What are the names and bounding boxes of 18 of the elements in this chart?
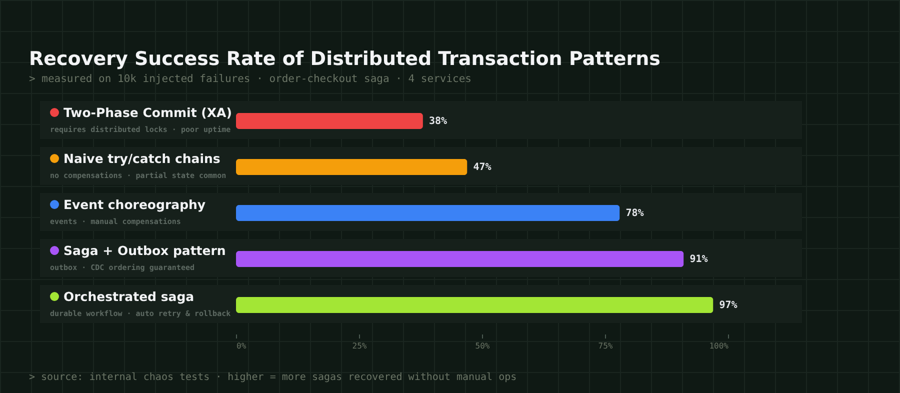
x-tick-label: 25% (352, 342, 367, 350)
data-label: 78% (626, 208, 644, 219)
x-tick-label: 50% (475, 342, 490, 350)
data-label: 97% (719, 300, 738, 311)
y-tick-label: Naive try/catch chains (64, 151, 220, 166)
y-tick-label: Orchestrated saga (64, 289, 194, 304)
chart-subtitle: > measured on 10k injected failures · order-checkout saga · 4 services (29, 73, 472, 85)
chart-title: Recovery Success Rate of Distributed Transaction Patterns (29, 48, 660, 70)
y-tick-label: Event choreography (64, 197, 206, 212)
x-tick-label: 0% (236, 342, 246, 350)
data-label: 47% (473, 162, 492, 173)
y-tick-label: Saga + Outbox pattern (64, 243, 226, 258)
data-label: 38% (428, 116, 448, 127)
x-tick-label: 100% (709, 342, 729, 350)
y-tick-label: Two-Phase Commit (XA) (64, 105, 232, 120)
text: > source: internal chaos tests · higher = more sagas recovered without manual ops (29, 372, 517, 383)
x-tick-label: 75% (598, 342, 613, 350)
data-label: 91% (690, 254, 708, 265)
